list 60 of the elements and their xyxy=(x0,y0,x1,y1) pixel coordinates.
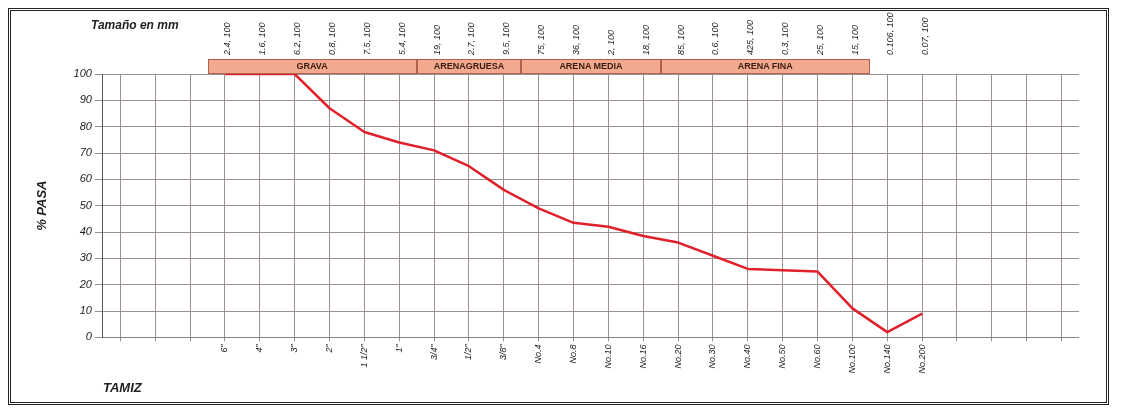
y-axis-title: % PASA xyxy=(34,180,50,231)
x-tick-label: No.140 xyxy=(881,344,892,374)
y-tick-label: 80 xyxy=(79,119,93,132)
x-tick-label: No.60 xyxy=(812,344,823,369)
text: 75, 100 xyxy=(536,24,547,55)
x-tick-label: 6" xyxy=(219,343,230,353)
text: 15, 100 xyxy=(849,24,860,55)
x-axis-title: TAMIZ xyxy=(102,379,143,395)
text: 6.2, 100 xyxy=(292,22,303,55)
x-tick-label: 3/4" xyxy=(428,343,439,361)
text: 0.8, 100 xyxy=(327,22,338,55)
text: 2.7, 100 xyxy=(466,22,477,56)
text: 25, 100 xyxy=(815,24,826,56)
y-tick-label: 40 xyxy=(79,225,93,238)
x-tick-label: 2" xyxy=(324,343,335,354)
x-tick-label: No.4 xyxy=(533,344,544,364)
x-tick-label: No.16 xyxy=(637,344,648,369)
text: 2, 100 xyxy=(605,29,616,56)
soil-class-box: GRAVA xyxy=(207,59,417,74)
soil-class-box: ARENA FINA xyxy=(660,59,870,74)
soil-class-box: ARENA MEDIA xyxy=(521,59,661,74)
text: 1.6, 100 xyxy=(257,22,268,55)
x-tick-label: No.100 xyxy=(846,344,857,374)
y-tick-label: 50 xyxy=(79,198,93,211)
text: 0.6, 100 xyxy=(710,22,721,55)
y-tick-label: 60 xyxy=(79,172,93,185)
y-tick-label: 0 xyxy=(85,330,93,343)
x-tick-label: No.200 xyxy=(916,344,927,374)
y-tick-label: 30 xyxy=(79,251,93,264)
text: 36, 100 xyxy=(571,24,582,55)
x-tick-label: No.40 xyxy=(742,344,753,369)
text: 85, 100 xyxy=(675,24,686,55)
x-tick-label: 1/2" xyxy=(463,343,474,361)
text: 0.3, 100 xyxy=(780,22,791,55)
text: 0.106, 100 xyxy=(884,12,895,55)
text: 425, 100 xyxy=(745,19,756,55)
y-tick-label: 100 xyxy=(73,67,93,80)
text: 7.5, 100 xyxy=(361,22,372,55)
text: 5.4, 100 xyxy=(396,22,407,55)
soil-class-box: ARENAGRUESA xyxy=(416,59,522,74)
x-tick-label: No.20 xyxy=(672,344,683,369)
x-tick-label: 4" xyxy=(254,343,265,353)
y-tick-label: 70 xyxy=(79,146,93,159)
x-tick-label: 1 1/2" xyxy=(358,343,369,368)
x-tick-label: No.50 xyxy=(777,344,788,369)
y-tick-label: 90 xyxy=(79,93,93,106)
text: 2.4, 100 xyxy=(222,22,233,56)
x-tick-label: No.8 xyxy=(568,344,579,364)
text: 18, 100 xyxy=(640,24,651,55)
x-tick-label: No.30 xyxy=(707,344,718,369)
x-tick-label: 1" xyxy=(393,343,404,353)
y-tick-label: 10 xyxy=(79,304,93,317)
x-tick-label: 3" xyxy=(289,343,300,353)
text: Tamaño en mm xyxy=(91,18,179,33)
y-tick-label: 20 xyxy=(78,277,93,290)
x-tick-label: 3/8" xyxy=(498,343,509,361)
text: 9.5, 100 xyxy=(501,22,512,55)
text: 19, 100 xyxy=(431,24,442,55)
x-tick-label: No.10 xyxy=(602,344,613,369)
text: 0.07, 100 xyxy=(919,17,930,55)
